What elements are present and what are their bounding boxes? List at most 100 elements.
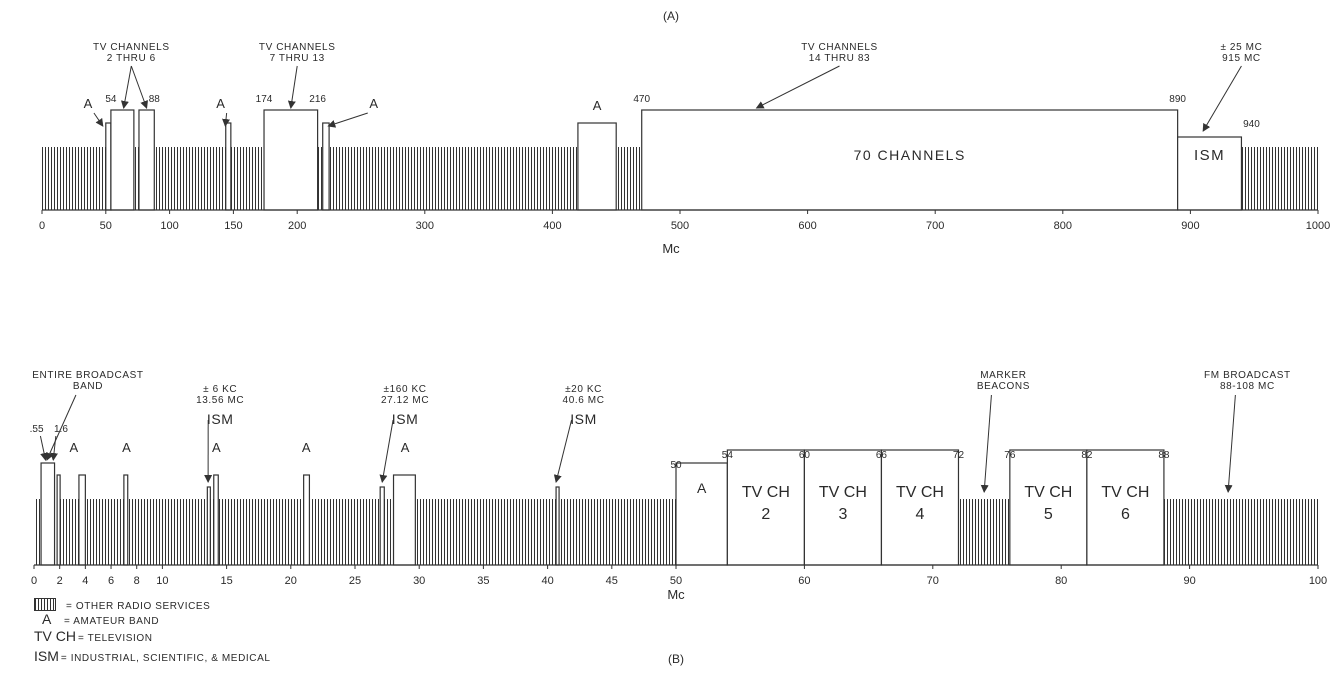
- band-edge-label: 72: [953, 450, 965, 461]
- edge-label-arrow: [39, 435, 49, 461]
- annotation-text: BAND: [73, 381, 103, 392]
- annotation-text: 915 MC: [1222, 53, 1261, 64]
- band-edge-label: 54: [105, 94, 117, 105]
- annotation-arrow: [1224, 394, 1236, 493]
- tv-channel-title: TV CH: [896, 484, 944, 501]
- amateur-marker-label: A: [122, 440, 131, 455]
- band-edge-label: 66: [876, 450, 888, 461]
- tv-band-block: [880, 449, 960, 566]
- legend-text: = TELEVISION: [78, 633, 153, 644]
- axis-unit-label: Mc: [662, 241, 680, 256]
- amateur-band-block: [303, 474, 311, 566]
- annotation-text: ±160 KC: [384, 384, 427, 395]
- amateur-marker-label: A: [216, 96, 225, 111]
- diagram-a: (A) 0 50 100 150 200 300 400 500 600 700 800 900 1000…: [39, 9, 1330, 256]
- amateur-marker-arrow: [327, 112, 368, 128]
- ism-band-block: [555, 486, 560, 566]
- annotation-arrow: [46, 394, 77, 461]
- tv-band-block: [726, 449, 805, 566]
- annotation-text: ISM: [570, 411, 597, 427]
- axis-tick-label: 80: [1055, 575, 1067, 587]
- annotation-text: TV CHANNELS: [801, 42, 878, 53]
- axis-tick-label: 25: [349, 575, 361, 587]
- annotation-text: ±20 KC: [565, 384, 602, 395]
- legend-symbol: TV CH: [34, 628, 76, 644]
- axis-tick-label: 20: [285, 575, 297, 587]
- amateur-band-block: [78, 474, 86, 566]
- annotation-text: BEACONS: [977, 381, 1030, 392]
- band-edge-label: 1.6: [54, 424, 68, 435]
- annotation-text: 2 THRU 6: [107, 53, 156, 64]
- band-edge-label: 88: [1158, 450, 1170, 461]
- band-edge-label: 470: [633, 94, 650, 105]
- tv-channel-number: 3: [838, 506, 847, 523]
- legend-text: = OTHER RADIO SERVICES: [66, 601, 211, 612]
- annotation-text: 88-108 MC: [1220, 381, 1275, 392]
- tv-channel-number: 2: [761, 506, 770, 523]
- legend-symbol: ISM: [34, 648, 59, 664]
- tv-channel-title: TV CH: [1101, 484, 1149, 501]
- legend-television: TV CH = TELEVISION: [34, 628, 153, 646]
- annotation-text: MARKER: [980, 370, 1026, 381]
- broadcast-band-block: [40, 462, 56, 566]
- amateur-marker-label: A: [212, 440, 221, 455]
- amateur-marker-label: A: [302, 440, 311, 455]
- amateur-marker-arrow: [93, 112, 104, 127]
- amateur-band-block: [322, 122, 330, 211]
- axis-unit-label: Mc: [667, 587, 685, 602]
- annotation-arrow: [130, 65, 148, 109]
- axis-tick-label: 10: [156, 575, 168, 587]
- diagram-b-caption: (B): [668, 652, 684, 666]
- axis-tick-label: 8: [134, 575, 140, 587]
- band-edge-label: 940: [1243, 119, 1260, 130]
- axis-tick-label: 300: [416, 220, 434, 232]
- axis-tick-label: 100: [160, 220, 178, 232]
- annotation-text: ISM: [207, 411, 234, 427]
- annotation-text: ENTIRE BROADCAST: [32, 370, 143, 381]
- axis-tick-label: 50: [100, 220, 112, 232]
- annotation-text: TV CHANNELS: [259, 42, 336, 53]
- legend-ism: ISM = INDUSTRIAL, SCIENTIFIC, & MEDICAL: [34, 648, 271, 666]
- tv-band-block: [263, 109, 319, 211]
- axis-tick-label: 900: [1181, 220, 1199, 232]
- axis-tick-label: 100: [1309, 575, 1327, 587]
- annotation-arrow: [553, 419, 573, 483]
- annotation-text: 40.6 MC: [563, 395, 605, 406]
- axis-tick-label: 15: [220, 575, 232, 587]
- axis-tick-label: 600: [798, 220, 816, 232]
- band-edge-label: 60: [799, 450, 811, 461]
- annotation-text: TV CHANNELS: [93, 42, 170, 53]
- tv-channel-number: 5: [1044, 506, 1053, 523]
- annotation-arrow: [1202, 65, 1242, 132]
- tv-band-block: [110, 109, 135, 211]
- amateur-band-block: [392, 474, 416, 566]
- in-band-label: ISM: [1194, 147, 1225, 164]
- legend-other-radio-services: = OTHER RADIO SERVICES: [34, 596, 210, 614]
- band-edge-label: 50: [670, 460, 682, 471]
- band-edge-label: 216: [309, 94, 326, 105]
- in-band-label: 70 CHANNELS: [854, 147, 966, 163]
- diagram-a-caption: (A): [663, 9, 679, 23]
- annotation-text: 7 THRU 13: [270, 53, 325, 64]
- band-edge-label: 174: [256, 94, 273, 105]
- annotation-arrow: [755, 65, 840, 109]
- tv-band-block: [803, 449, 883, 566]
- axis-tick-label: 70: [927, 575, 939, 587]
- amateur-marker-label: A: [69, 440, 78, 455]
- amateur-marker-label: A: [593, 98, 602, 113]
- legend-amateur-band: A = AMATEUR BAND: [34, 611, 159, 629]
- axis-tick-label: 800: [1054, 220, 1072, 232]
- axis-tick-label: 60: [798, 575, 810, 587]
- annotation-arrow: [287, 65, 298, 109]
- amateur-band-block: [225, 122, 232, 211]
- axis-tick-label: 35: [477, 575, 489, 587]
- axis-tick-label: 30: [413, 575, 425, 587]
- band-edge-label: 82: [1081, 450, 1093, 461]
- annotation-arrow: [980, 394, 992, 493]
- tv-band-block: [1086, 449, 1165, 566]
- axis-tick-label: 400: [543, 220, 561, 232]
- annotation-arrow: [120, 65, 132, 109]
- amateur-band-block: [105, 122, 112, 211]
- tv-channel-title: TV CH: [742, 484, 790, 501]
